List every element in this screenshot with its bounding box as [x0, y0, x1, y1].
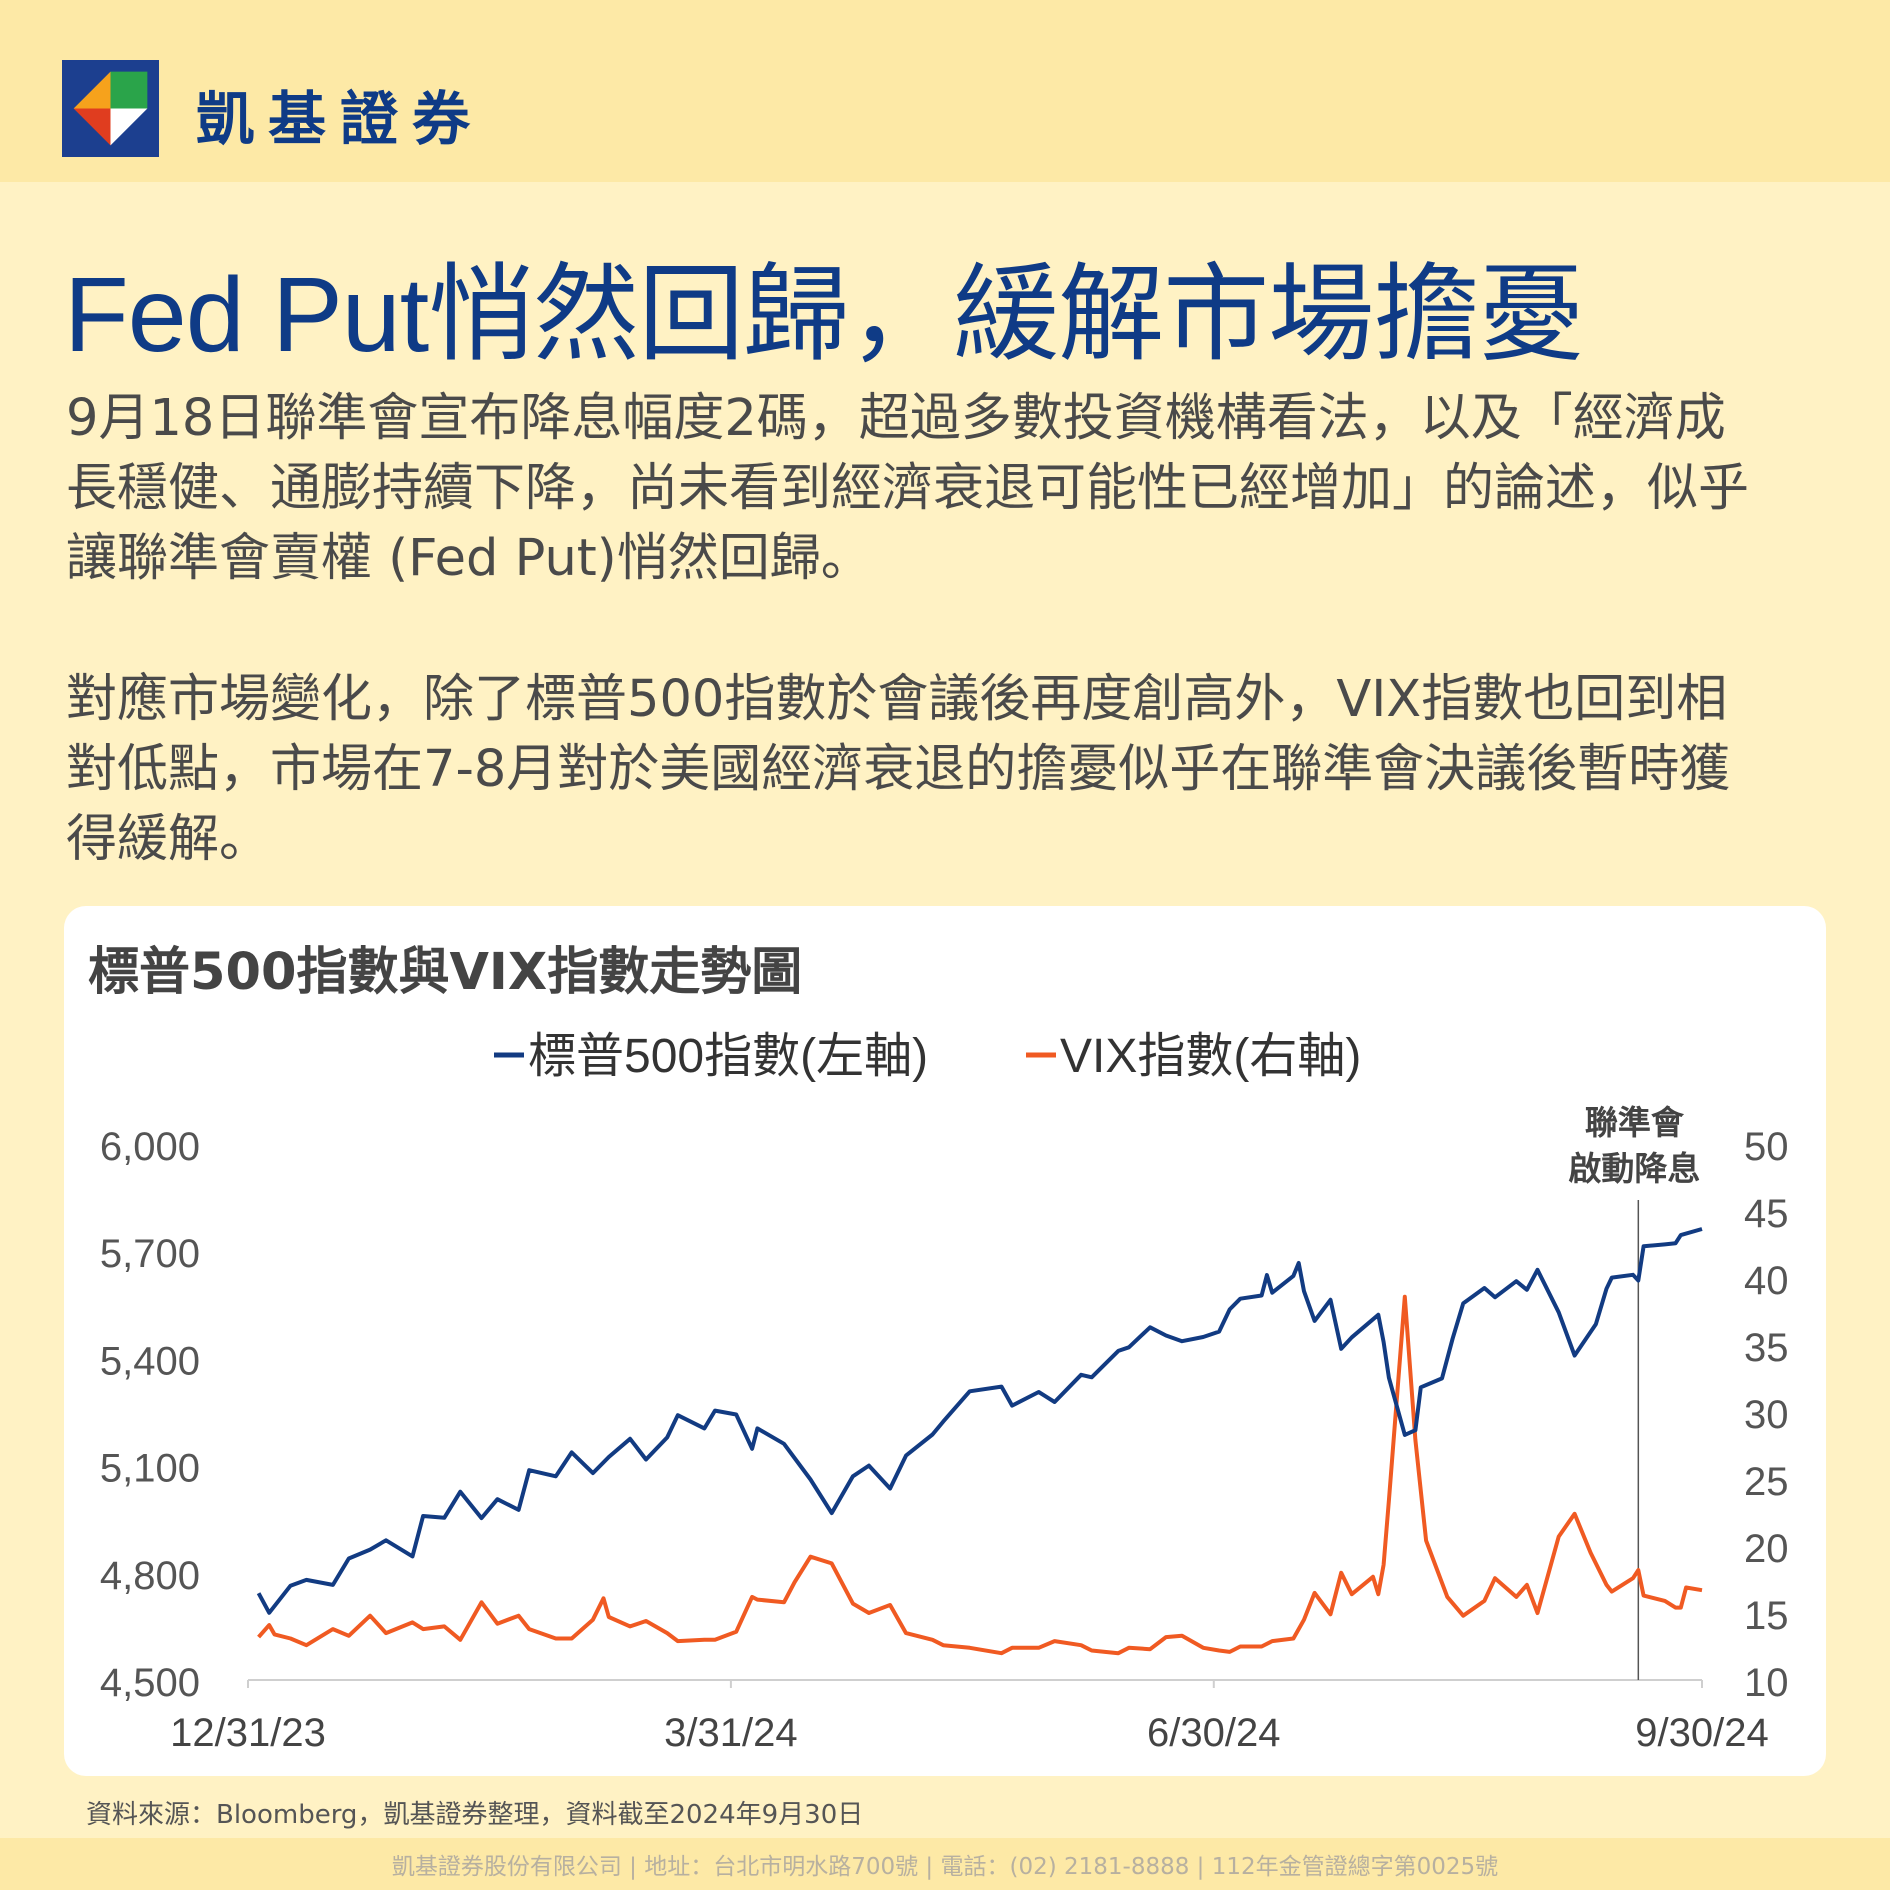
annotation-label: 聯準會 [1585, 1104, 1685, 1141]
y-right-tick-label: 30 [1744, 1393, 1789, 1437]
y-right-tick-label: 20 [1744, 1527, 1789, 1571]
y-left-tick-label: 5,400 [100, 1339, 200, 1383]
paragraph-1: 9月18日聯準會宣布降息幅度2碼，超過多數投資機構看法，以及「經濟成長穩健、通膨… [66, 389, 1750, 588]
chart-card [64, 906, 1826, 1776]
legend-label-vix: VIX指數(右軸) [1060, 1030, 1361, 1083]
page-title: Fed Put悄然回歸，緩解市場擔憂 [64, 256, 1584, 374]
y-right-tick-label: 15 [1744, 1594, 1789, 1638]
y-left-tick-label: 5,700 [100, 1232, 200, 1276]
paragraph-2: 對應市場變化，除了標普500指數於會議後再度創高外，VIX指數也回到相對低點，市… [66, 670, 1731, 869]
y-right-tick-label: 25 [1744, 1460, 1789, 1504]
y-right-tick-label: 10 [1744, 1661, 1789, 1705]
x-tick-label: 3/31/24 [664, 1711, 797, 1755]
y-left-tick-label: 6,000 [100, 1125, 200, 1169]
source-note: 資料來源：Bloomberg，凱基證券整理，資料截至2024年9月30日 [86, 1800, 864, 1830]
brand-name: 凱基證券 [196, 85, 485, 153]
vix-series-line [257, 1294, 1703, 1656]
x-tick-label: 12/31/23 [170, 1711, 326, 1755]
kgi-logo-icon [62, 60, 159, 157]
x-tick-label: 6/30/24 [1147, 1711, 1280, 1755]
footer-text: 凱基證券股份有限公司 | 地址：台北市明水路700號 | 電話：(02) 218… [391, 1854, 1499, 1880]
header-bar [0, 0, 1890, 182]
y-right-tick-label: 45 [1744, 1192, 1789, 1236]
sp500-series-line [256, 1227, 1703, 1615]
y-left-tick-label: 4,500 [100, 1661, 200, 1705]
y-right-tick-label: 35 [1744, 1326, 1789, 1370]
y-left-tick-label: 5,100 [100, 1447, 200, 1491]
y-right-tick-label: 50 [1744, 1125, 1789, 1169]
y-left-tick-label: 4,800 [100, 1554, 200, 1598]
chart-title: 標普500指數與VIX指數走勢圖 [88, 943, 803, 1002]
y-right-tick-label: 40 [1744, 1259, 1789, 1303]
legend-label-sp500: 標普500指數(左軸) [528, 1030, 928, 1083]
x-tick-label: 9/30/24 [1635, 1711, 1768, 1755]
footer-bar [0, 1838, 1890, 1890]
annotation-label: 啟動降息 [1568, 1150, 1700, 1187]
chart-legend: 標普500指數(左軸) VIX指數(右軸) [494, 1030, 1361, 1083]
